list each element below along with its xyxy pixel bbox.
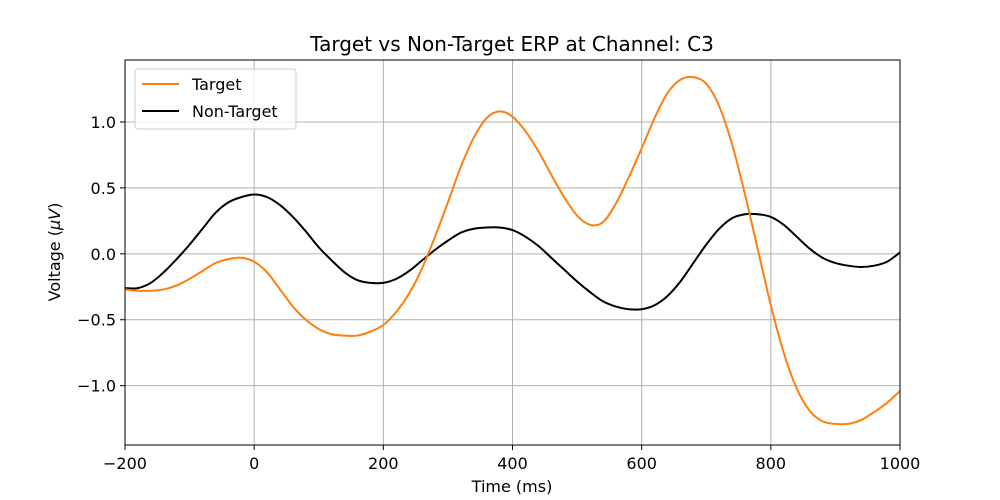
y-axis-label-unit: μV <box>45 208 64 231</box>
y-tick-label: −1.0 <box>77 377 116 396</box>
y-tick-label: 0.0 <box>91 245 116 264</box>
x-tick-label: 1000 <box>880 454 921 473</box>
x-tick-label: 800 <box>756 454 787 473</box>
y-tick-label: −0.5 <box>77 311 116 330</box>
y-axis-label-suffix: ) <box>45 203 64 209</box>
y-tick-label: 0.5 <box>91 179 116 198</box>
x-tick-label: 0 <box>249 454 259 473</box>
x-tick-label: 600 <box>626 454 657 473</box>
series-line-non-target <box>125 193 900 311</box>
series-line-target <box>125 75 900 426</box>
y-tick-label: 1.0 <box>91 113 116 132</box>
grid-lines <box>124 60 901 445</box>
x-tick-label: 400 <box>497 454 528 473</box>
axis-ticks: −200 0 200 400 600 800 1000 −1.0 −0.5 0.0 0.5 1.0 <box>77 113 920 473</box>
chart-title: Target vs Non-Target ERP at Channel: C3 <box>309 32 714 56</box>
x-tick-label: −200 <box>103 454 147 473</box>
y-axis-label: Voltage (μV) <box>45 203 64 302</box>
x-tick-label: 200 <box>368 454 399 473</box>
y-axis-label-prefix: Voltage ( <box>45 230 64 301</box>
legend-label-non-target: Non-Target <box>192 102 278 121</box>
legend: Target Non-Target <box>134 68 297 130</box>
x-axis-label: Time (ms) <box>471 477 553 496</box>
legend-label-target: Target <box>191 75 242 94</box>
data-series <box>125 75 900 426</box>
